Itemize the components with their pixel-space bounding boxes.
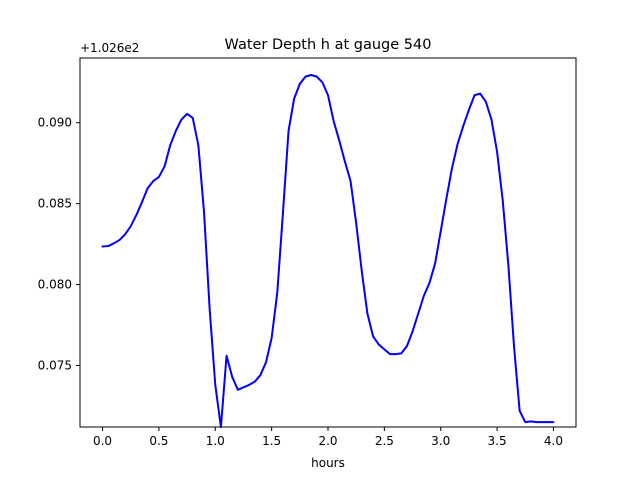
plot-area: [101, 73, 555, 428]
x-axis-label: hours: [311, 456, 345, 470]
x-tick-label: 2.5: [375, 434, 394, 448]
x-tick-label: 1.5: [262, 434, 281, 448]
y-tick-label: 0.090: [38, 116, 72, 130]
x-tick-label: 0.5: [149, 434, 168, 448]
y-tick-label: 0.080: [38, 278, 72, 292]
x-tick-label: 0.0: [93, 434, 112, 448]
y-axis-offset-label: +1.026e2: [80, 41, 139, 55]
y-axis-ticks: 0.075 0.080 0.085 0.090: [38, 116, 80, 373]
chart-title: Water Depth h at gauge 540: [225, 37, 432, 53]
y-tick-label: 0.075: [38, 359, 72, 373]
x-tick-label: 2.0: [318, 434, 337, 448]
plot-frame: [79, 57, 577, 428]
y-tick-label: 0.085: [38, 197, 72, 211]
x-tick-label: 1.0: [206, 434, 225, 448]
x-tick-label: 4.0: [544, 434, 563, 448]
x-tick-label: 3.5: [488, 434, 507, 448]
water-depth-series-line: [101, 73, 555, 428]
x-tick-label: 3.0: [431, 434, 450, 448]
x-axis-ticks: 0.0 0.5 1.0 1.5 2.0 2.5 3.0 3.5 4.0: [93, 427, 563, 448]
